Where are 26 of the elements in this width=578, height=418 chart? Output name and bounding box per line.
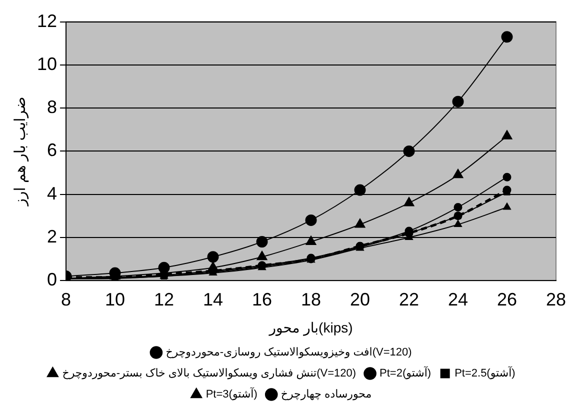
x-tick-label: 10 [105,289,126,310]
y-tick-label: 10 [36,54,58,74]
legend-label: Pt=2(آشتو) [380,366,432,380]
legend-label: تنش فشاری ویسکوالاستیک بالای خاک بستر-محوردوچرخ(V=120) [62,368,356,380]
y-tick-label: 12 [36,10,58,31]
x-tick-label: 22 [398,289,420,310]
x-tick-label: 24 [448,289,468,310]
y-tick-label: 6 [47,140,58,160]
x-tick-label: 8 [61,289,72,310]
legend-label: Pt=2.5(آشتو) [454,366,516,380]
y-axis-title: ضرایب بار هم ارز [12,96,30,207]
x-tick-label: 28 [546,289,566,310]
x-axis-title: بار محور(kips) [268,319,353,336]
y-tick-label: 0 [47,270,58,290]
legend-label: Pt=3(آشتو) [206,386,258,401]
y-tick-label: 4 [47,183,58,204]
y-tick-label: 2 [47,226,58,246]
y-tick-label: 8 [47,97,58,118]
x-tick-label: 18 [300,289,322,310]
x-tick-label: 20 [350,289,370,310]
x-tick-label: 16 [252,289,272,310]
x-tick-label: 26 [496,289,518,310]
legend-label: افت وخیزویسکوالاستیک روسازی-محوردوچرخ(V=120) [166,346,412,359]
x-tick-label: 14 [203,289,224,310]
x-tick-label: 12 [154,289,174,310]
legend-label: محورساده چهارچرخ [280,388,372,401]
